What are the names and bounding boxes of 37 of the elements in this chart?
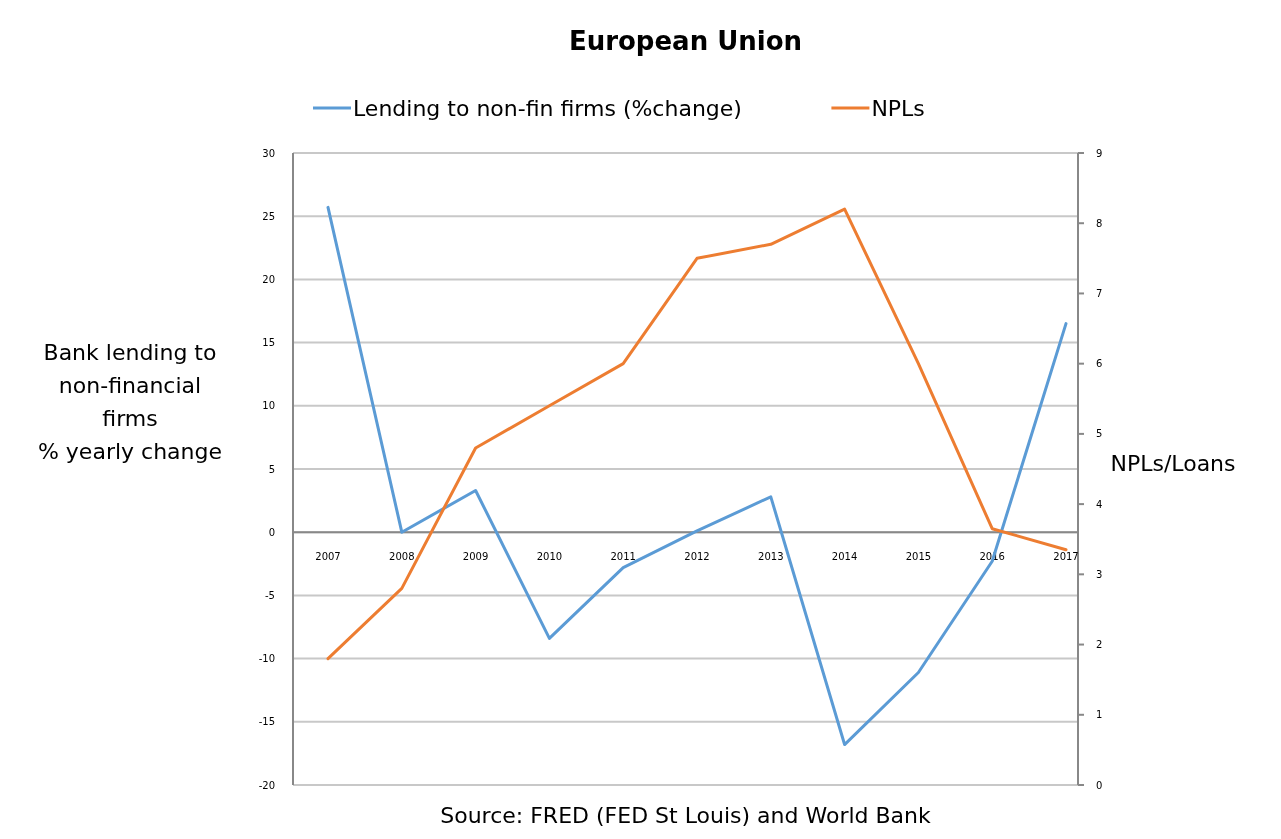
y2-tick-label: 6 [1096,358,1103,370]
y2-axis-title: NPLs/Loans [1110,451,1236,476]
y2-tick-label: 2 [1096,639,1103,651]
x-tick-label: 2008 [389,551,415,563]
x-tick-label: 2015 [905,551,932,563]
y-tick-label: -5 [265,589,275,601]
y2-tick-label: 4 [1096,498,1103,510]
y-tick-label: 20 [262,273,275,285]
y-tick-label: 15 [262,337,275,349]
y-tick-label: -15 [258,716,275,728]
legend-label: NPLs [871,95,925,121]
y-tick-label: 10 [262,400,275,412]
y-tick-label: -10 [258,653,275,665]
y2-tick-label: 0 [1096,779,1103,791]
y2-tick-label: 7 [1096,287,1103,299]
y2-tick-label: 5 [1096,428,1103,440]
x-tick-label: 2011 [610,551,636,563]
x-tick-label: 2010 [536,551,563,563]
x-tick-label: 2007 [315,551,341,563]
x-tick-label: 2014 [831,551,858,563]
y-tick-label: 25 [262,210,275,222]
chart-title: European Union [568,26,803,56]
y-tick-label: -20 [258,779,275,791]
x-tick-label: 2013 [758,551,784,563]
y-tick-label: 30 [262,147,275,159]
y-axis-title: Bank lending to non-financial firms % yearly change [37,340,223,464]
x-tick-label: 2009 [462,551,489,563]
y2-tick-label: 9 [1096,147,1103,159]
y2-tick-label: 1 [1096,709,1103,721]
y2-tick-label: 8 [1096,217,1103,229]
legend-label: Lending to non-fin firms (%change) [353,95,742,121]
x-tick-label: 2017 [1053,551,1079,563]
y2-tick-label: 3 [1096,568,1103,580]
source-note: Source: FRED (FED St Louis) and World Bank [440,803,932,828]
y-tick-label: 0 [268,526,275,538]
x-tick-label: 2012 [684,551,710,563]
y-tick-label: 5 [268,463,275,475]
